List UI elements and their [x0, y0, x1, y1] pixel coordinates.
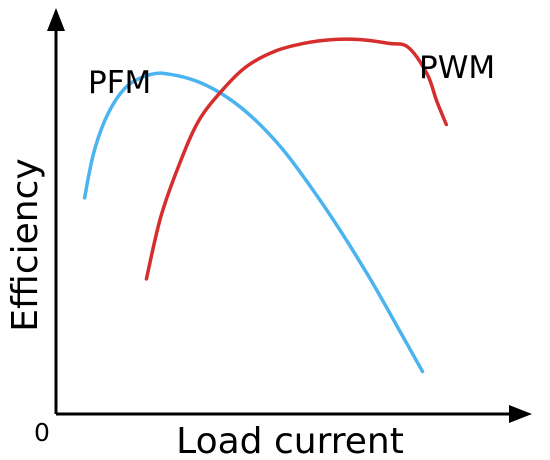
- y-axis-arrowhead: [47, 8, 65, 31]
- series-label-pfm: PFM: [88, 65, 151, 101]
- x-axis-arrowhead: [509, 405, 532, 423]
- x-axis-title: Load current: [176, 421, 404, 460]
- series-pfm-line: [82, 71, 425, 374]
- series-label-pwm: PWM: [419, 50, 495, 86]
- y-axis-title: Efficiency: [5, 158, 46, 331]
- origin-label: 0: [34, 418, 50, 447]
- series-pwm-line: [144, 37, 449, 281]
